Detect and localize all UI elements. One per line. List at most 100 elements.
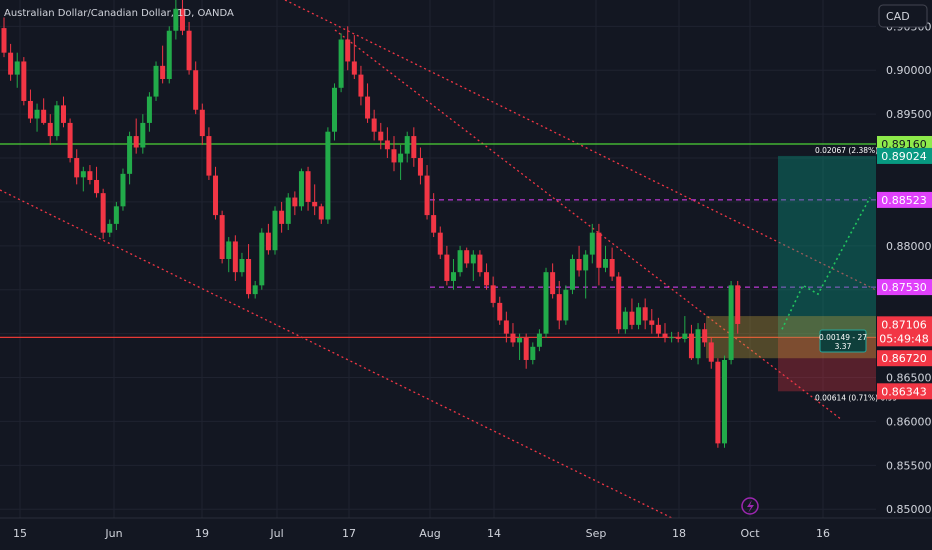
candle-body — [318, 206, 324, 220]
x-tick-label: 19 — [195, 527, 209, 540]
price-badge: 0.86720 — [881, 352, 927, 365]
y-tick-label: 0.86000 — [886, 415, 932, 428]
candle-body — [199, 109, 205, 137]
trendline-middle — [334, 29, 843, 421]
candle-body — [543, 272, 549, 334]
annotation-lines — [0, 0, 877, 519]
grid-lines — [0, 0, 876, 518]
candle-body — [173, 8, 179, 31]
entry-stats-line1: 0.00149 - 27 — [819, 333, 867, 342]
candle-body — [695, 329, 701, 359]
candle-body — [41, 109, 47, 123]
price-badge-bg — [877, 316, 932, 347]
candle-body — [675, 337, 681, 339]
candle-body — [735, 285, 741, 324]
candle-body — [576, 259, 582, 271]
x-tick-label: 16 — [816, 527, 830, 540]
dashed-level-badge: 0.88523 — [881, 194, 927, 207]
candle-body — [424, 175, 430, 216]
candle-body — [503, 320, 509, 334]
dashed-level-badge-bg — [877, 279, 932, 296]
candle-body — [239, 259, 245, 273]
candle-body — [305, 171, 311, 202]
candle-body — [655, 324, 661, 334]
candle-body — [87, 171, 93, 180]
candle-body — [60, 105, 66, 123]
x-tick-label: 18 — [672, 527, 686, 540]
x-tick-label: 15 — [13, 527, 27, 540]
candle-body — [285, 197, 291, 224]
candle-body — [179, 8, 185, 31]
candle-body — [622, 311, 628, 330]
candle-body — [417, 158, 423, 176]
candle-body — [351, 61, 357, 75]
price-axis[interactable]: 0.905000.900000.895000.890000.885000.880… — [876, 0, 932, 550]
candle-body — [464, 250, 470, 264]
price-badge-timer: 05:49:48 — [879, 332, 928, 345]
price-badge-bg — [877, 147, 932, 164]
price-badge: 0.87106 — [881, 318, 927, 331]
position-tool[interactable]: 0.02067 (2.38%) 1.03 0.00614 (0.71%) 0.99… — [706, 146, 897, 402]
candle-body — [596, 232, 602, 268]
candle-body — [213, 175, 219, 216]
candle-body — [497, 302, 503, 321]
candle-body — [113, 206, 119, 224]
time-axis[interactable]: 15 Jun 19 Jul 17 Aug 14 Sep 18 Oct 16 — [0, 517, 932, 540]
target-stats-label: 0.02067 (2.38%) 1.03 — [815, 146, 897, 155]
candle-body — [649, 320, 655, 325]
candle-body — [34, 109, 40, 119]
candle-body — [74, 158, 80, 178]
target-zone — [778, 155, 876, 338]
candle-body — [569, 259, 575, 290]
x-tick-label: Aug — [419, 527, 440, 540]
lightning-icon — [741, 497, 759, 515]
y-tick-label: 0.89500 — [886, 108, 932, 121]
y-tick-label: 0.88000 — [886, 240, 932, 253]
candle-body — [431, 215, 437, 233]
dashed-level-badge: 0.87530 — [881, 281, 927, 294]
y-tick-label: 0.85000 — [886, 503, 932, 516]
lightning-icon-bolt — [747, 500, 754, 513]
currency-label: CAD — [886, 10, 910, 23]
candle-body — [345, 39, 351, 62]
candle-body — [14, 61, 20, 75]
candle-body — [450, 272, 456, 281]
candle-body — [206, 136, 212, 176]
trendline-lower — [0, 189, 673, 519]
candle-body — [358, 74, 364, 97]
candle-body — [457, 250, 463, 273]
candle-body — [272, 210, 278, 251]
candle-body — [21, 61, 27, 101]
candle-body — [246, 259, 252, 295]
candle-body — [708, 342, 714, 362]
candle-body — [715, 361, 721, 444]
candle-body — [219, 215, 225, 259]
candle-body — [536, 333, 542, 347]
y-tick-label: 0.85500 — [886, 459, 932, 472]
candle-body — [517, 338, 523, 343]
candle-body — [556, 294, 562, 321]
candle-body — [27, 100, 33, 119]
projection-path-line — [781, 197, 871, 330]
candle-body — [166, 30, 172, 80]
candle-body — [589, 232, 595, 255]
candle-body — [259, 232, 265, 286]
x-tick-label: Jul — [269, 527, 283, 540]
entry-stats-box — [819, 329, 867, 353]
candle-body — [8, 52, 14, 75]
candle-body — [140, 122, 146, 148]
x-tick-label: Sep — [586, 527, 607, 540]
candle-body — [54, 105, 60, 137]
candle-body — [80, 171, 86, 178]
candle-body — [404, 136, 410, 154]
x-tick-label: 14 — [487, 527, 501, 540]
candle-body — [629, 311, 635, 325]
candle-body — [437, 232, 443, 255]
candle-body — [523, 338, 529, 360]
candle-body — [371, 118, 377, 132]
dashed-level-badge-bg — [877, 191, 932, 208]
y-tick-label: 0.90000 — [886, 64, 932, 77]
candle-body — [688, 333, 694, 359]
